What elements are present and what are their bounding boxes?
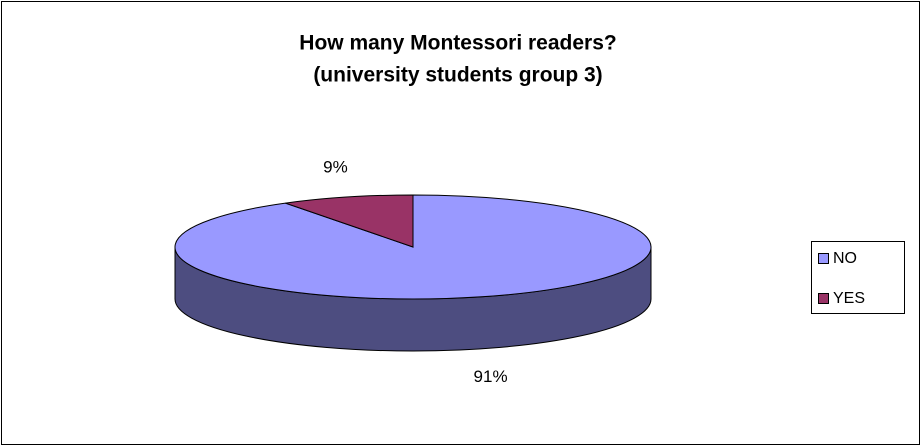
data-label: 9% <box>323 158 348 177</box>
legend-swatch <box>818 253 829 264</box>
legend-swatch <box>818 293 829 304</box>
data-label: 91% <box>474 367 508 386</box>
chart-title: How many Montessori readers? <box>299 32 616 55</box>
slice <box>285 194 414 248</box>
legend-label: NO <box>833 250 857 267</box>
legend-label: YES <box>833 290 865 307</box>
chart-subtitle: (university students group 3) <box>313 64 602 87</box>
